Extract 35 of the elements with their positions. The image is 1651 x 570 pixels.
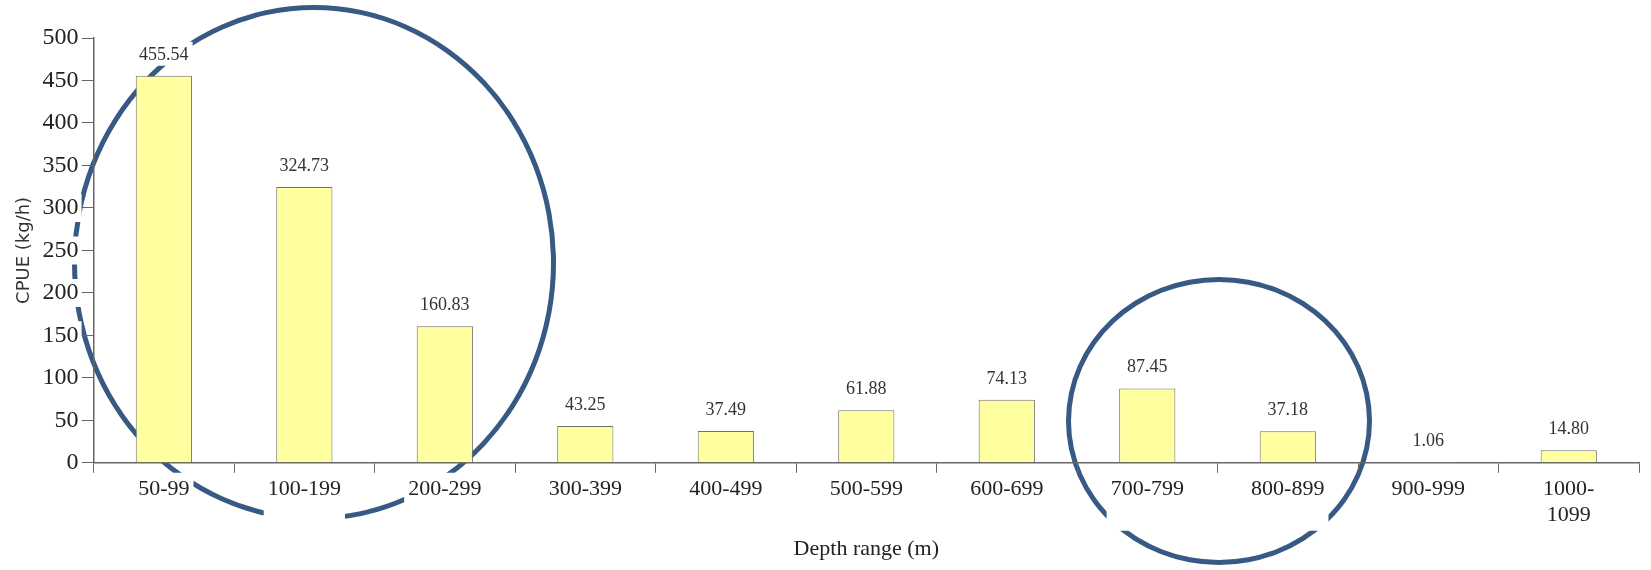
data-label: 37.18 bbox=[1267, 398, 1309, 419]
x-tick-label: 800-899 bbox=[1251, 474, 1325, 500]
x-tick-label: 400-499 bbox=[689, 474, 763, 500]
y-tick-label: 250 bbox=[42, 235, 79, 262]
data-label: 74.13 bbox=[986, 367, 1028, 388]
x-tick-label: 100-199 bbox=[267, 474, 341, 500]
x-tick-label: 600-699 bbox=[970, 474, 1044, 500]
y-tick-label: 0 bbox=[66, 448, 79, 475]
y-tick-label: 200 bbox=[42, 278, 79, 305]
x-tick-label: 700-799 bbox=[1110, 474, 1184, 500]
data-label: 324.73 bbox=[279, 154, 330, 175]
x-tick-label: 300-399 bbox=[548, 474, 622, 500]
data-label: 1.06 bbox=[1412, 429, 1445, 450]
y-tick-label: 50 bbox=[54, 405, 79, 432]
y-tick-label: 350 bbox=[42, 150, 79, 177]
y-tick-label: 100 bbox=[42, 363, 79, 390]
x-axis-title: Depth range (m) bbox=[793, 534, 939, 560]
data-label: 87.45 bbox=[1127, 356, 1168, 377]
y-tick-label: 400 bbox=[42, 108, 79, 135]
x-tick-label: 1000-1099 bbox=[1543, 474, 1595, 527]
y-axis-title: CPUE (kg/h) bbox=[12, 196, 34, 304]
x-tick-label: 200-299 bbox=[408, 474, 482, 500]
y-tick-label: 150 bbox=[42, 320, 79, 347]
x-tick-label: 500-599 bbox=[829, 474, 903, 500]
y-tick-label: 500 bbox=[42, 23, 79, 50]
y-tick-label: 450 bbox=[42, 65, 79, 92]
x-tick-label: 50-99 bbox=[138, 474, 190, 500]
data-label: 43.25 bbox=[565, 393, 606, 414]
data-label: 37.49 bbox=[705, 398, 747, 419]
x-tick-label: 900-999 bbox=[1391, 474, 1465, 500]
data-label: 14.80 bbox=[1548, 417, 1589, 438]
data-label: 160.83 bbox=[420, 293, 470, 314]
data-label: 455.54 bbox=[139, 43, 189, 64]
y-tick-label: 300 bbox=[42, 193, 79, 220]
data-label: 61.88 bbox=[846, 377, 887, 398]
